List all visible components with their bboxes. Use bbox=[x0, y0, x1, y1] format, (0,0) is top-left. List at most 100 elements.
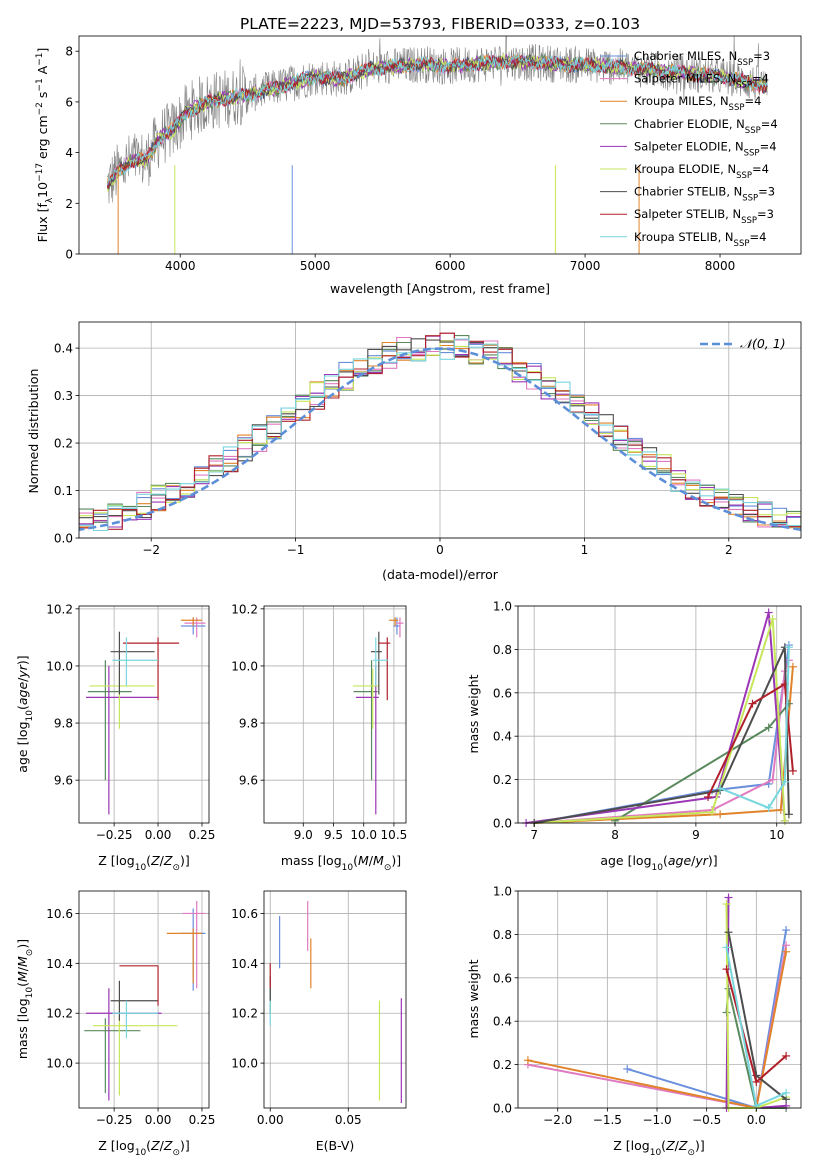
legend-tail: =4 bbox=[752, 72, 769, 86]
y-tick-label: 0.2 bbox=[54, 437, 73, 451]
legend-tail: =4 bbox=[760, 139, 777, 153]
legend-label-normal: 𝒩(0, 1) bbox=[740, 336, 786, 351]
label-part: 10 bbox=[35, 182, 50, 198]
x-tick-label: 0 bbox=[436, 543, 444, 557]
x-axis-label: Z [log10(Z/Z⊙)] bbox=[98, 853, 190, 873]
x-tick-label: 0.00 bbox=[145, 828, 172, 842]
label-part: ( bbox=[661, 1138, 666, 1153]
y-tick-label: 2 bbox=[65, 197, 73, 211]
label-part: ⊙ bbox=[172, 863, 180, 873]
label-part: 10 bbox=[652, 863, 664, 873]
label-part: Z bbox=[163, 1138, 173, 1153]
label-part: 10 bbox=[25, 987, 35, 999]
legend-label-kroupa-miles: Kroupa MILES, NSSP=4 bbox=[634, 94, 761, 113]
legend-text: Kroupa STELIB, N bbox=[634, 230, 734, 244]
y-axis-label: Flux [fλ10−17 erg cm−2 s−1 A−1] bbox=[35, 48, 55, 243]
legend-sub: SSP bbox=[737, 58, 753, 68]
y-tick-label: 10.0 bbox=[231, 659, 258, 673]
y-tick-label: 10.0 bbox=[46, 659, 73, 673]
weight-line-kroupa-stelib bbox=[719, 647, 790, 810]
x-tick-label: −1 bbox=[287, 543, 305, 557]
model-spectrum-kroupa-stelib bbox=[106, 53, 768, 186]
label-part: M bbox=[373, 853, 384, 868]
y-tick-label: 1.0 bbox=[493, 885, 512, 899]
label-part: Z bbox=[150, 1138, 160, 1153]
figure-title: PLATE=2223, MJD=53793, FIBERID=0333, z=0… bbox=[240, 15, 640, 33]
y-tick-label: 0.8 bbox=[493, 928, 512, 942]
y-axis-label: mass weight bbox=[466, 674, 481, 753]
x-tick-label: 8000 bbox=[705, 259, 736, 273]
y-tick-label: 10.4 bbox=[46, 957, 73, 971]
label-part: M bbox=[15, 971, 30, 982]
hist-kroupa-stelib bbox=[79, 338, 801, 532]
label-part: / bbox=[15, 966, 30, 971]
legend-text: Chabrier MILES, N bbox=[634, 49, 737, 63]
label-part: 10 bbox=[25, 710, 35, 722]
label-part: / bbox=[160, 853, 165, 868]
label-part: )] bbox=[708, 853, 718, 868]
legend-sub: SSP bbox=[745, 126, 761, 136]
label-part: )] bbox=[15, 939, 30, 949]
axes-frame bbox=[517, 890, 802, 1109]
label-part: ( bbox=[353, 853, 358, 868]
x-tick-label: 0.0 bbox=[747, 1113, 766, 1127]
legend-label-chabrier-elodie: Chabrier ELODIE, NSSP=4 bbox=[634, 117, 778, 136]
y-tick-label: 10.6 bbox=[46, 907, 73, 921]
weight-line-salpeter-stelib bbox=[707, 682, 794, 798]
weight-line-chabrier-miles bbox=[534, 644, 790, 824]
y-axis-label: mass weight bbox=[466, 959, 481, 1038]
x-axis-label: Z [log10(Z/Z⊙)] bbox=[613, 1138, 705, 1158]
label-part: s bbox=[35, 92, 50, 103]
label-part: age [log bbox=[600, 853, 651, 868]
label-part: Z bbox=[150, 853, 160, 868]
normal-curve bbox=[79, 347, 801, 532]
label-part: Z [log bbox=[98, 853, 134, 868]
y-tick-label: 0.0 bbox=[493, 1102, 512, 1116]
y-tick-label: 0.4 bbox=[493, 1015, 512, 1029]
label-part: 10 bbox=[135, 863, 147, 873]
x-tick-label: 9.5 bbox=[324, 828, 343, 842]
label-part: )] bbox=[180, 1138, 190, 1153]
label-part: −1 bbox=[35, 53, 45, 66]
legend-text: Kroupa ELODIE, N bbox=[634, 162, 736, 176]
x-tick-label: 10.5 bbox=[381, 828, 408, 842]
y-tick-label: 9.6 bbox=[239, 774, 258, 788]
legend-text: Chabrier STELIB, N bbox=[634, 185, 742, 199]
label-part: M bbox=[358, 853, 369, 868]
legend-label-salpeter-elodie: Salpeter ELODIE, NSSP=4 bbox=[634, 139, 777, 158]
y-axis-label: mass [log10(M/M⊙)] bbox=[15, 939, 35, 1059]
label-part: mass [log bbox=[281, 853, 342, 868]
y-tick-label: 10.2 bbox=[46, 602, 73, 616]
label-part: yr bbox=[694, 853, 708, 868]
label-part: −2 bbox=[35, 102, 45, 115]
y-tick-label: 6 bbox=[65, 95, 73, 109]
y-tick-label: 0.8 bbox=[493, 643, 512, 657]
legend-text: Salpeter STELIB, N bbox=[634, 207, 741, 221]
y-tick-label: 10.0 bbox=[231, 1057, 258, 1071]
label-part: ⊙ bbox=[172, 1148, 180, 1158]
weight-line-salpeter-miles bbox=[534, 659, 790, 824]
label-part: / bbox=[369, 853, 374, 868]
label-part: ( bbox=[15, 705, 30, 710]
x-axis-label: mass [log10(M/M⊙)] bbox=[281, 853, 401, 873]
legend-label-kroupa-elodie: Kroupa ELODIE, NSSP=4 bbox=[634, 162, 769, 181]
label-part: 10 bbox=[342, 863, 354, 873]
legend-sub: SSP bbox=[734, 239, 750, 249]
legend-text: Kroupa MILES, N bbox=[634, 94, 729, 108]
label-part: / bbox=[15, 677, 30, 682]
axes-frame bbox=[78, 890, 210, 1109]
label-part: −17 bbox=[35, 163, 45, 182]
mass-age-panel: 9.0 9.5 10.0 10.5 9.6 9.8 10.0 10.2 mass [log10(… bbox=[231, 602, 407, 873]
label-part: age bbox=[15, 682, 30, 706]
label-part: yr bbox=[15, 664, 30, 678]
x-tick-label: −2.0 bbox=[543, 1113, 572, 1127]
y-tick-label: 9.6 bbox=[54, 774, 73, 788]
label-part: erg cm bbox=[35, 115, 50, 163]
x-tick-label: 0.05 bbox=[335, 1113, 362, 1127]
y-tick-label: 10.2 bbox=[231, 602, 258, 616]
x-tick-label: 10.0 bbox=[350, 828, 377, 842]
y-tick-label: 10.0 bbox=[46, 1057, 73, 1071]
legend-text: Salpeter ELODIE, N bbox=[634, 139, 744, 153]
